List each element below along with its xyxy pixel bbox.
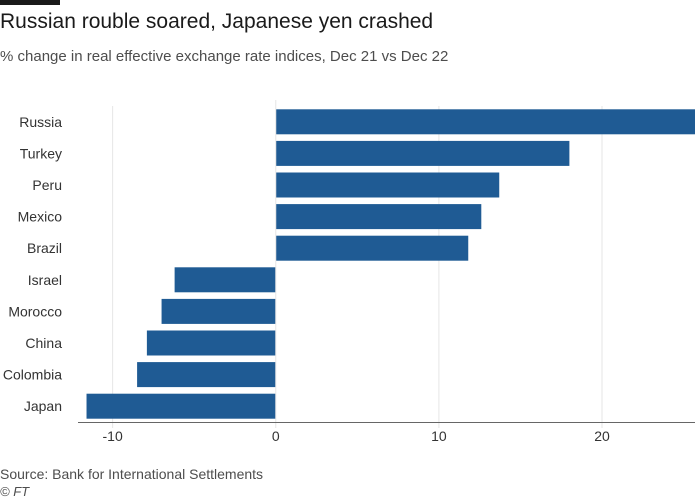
bar-colombia xyxy=(137,362,276,388)
category-label: Peru xyxy=(32,177,62,193)
ft-credit: © FT xyxy=(0,484,30,499)
bar-morocco xyxy=(161,298,276,324)
bar-russia xyxy=(275,109,695,135)
category-label: Turkey xyxy=(20,145,62,161)
bar-chart: Russia Turkey Peru Mexico Brazil Israel Morocc… xyxy=(3,100,695,444)
bar-israel xyxy=(174,267,276,293)
chart-title: Russian rouble soared, Japanese yen cras… xyxy=(0,10,434,33)
category-label: Morocco xyxy=(8,303,62,319)
category-label: Brazil xyxy=(27,240,62,256)
category-label: Japan xyxy=(24,398,62,414)
bar-peru xyxy=(275,172,500,198)
category-label: China xyxy=(25,335,62,351)
x-tick-label: 0 xyxy=(272,428,280,444)
x-tick-label: 20 xyxy=(594,428,610,444)
bar-japan xyxy=(86,393,276,419)
x-tick-label: -10 xyxy=(103,428,123,444)
bar-brazil xyxy=(275,235,469,261)
bar-turkey xyxy=(275,140,570,166)
chart-subtitle: % change in real effective exchange rate… xyxy=(0,48,449,65)
bar-china xyxy=(146,330,276,356)
x-tick-label: 10 xyxy=(431,428,447,444)
category-label: Israel xyxy=(28,272,62,288)
bar-mexico xyxy=(275,204,482,230)
category-label: Mexico xyxy=(18,209,63,225)
source-note: Source: Bank for International Settlemen… xyxy=(0,466,264,482)
category-label: Colombia xyxy=(3,367,62,383)
ft-brand-bar xyxy=(0,0,60,5)
category-label: Russia xyxy=(19,114,62,130)
